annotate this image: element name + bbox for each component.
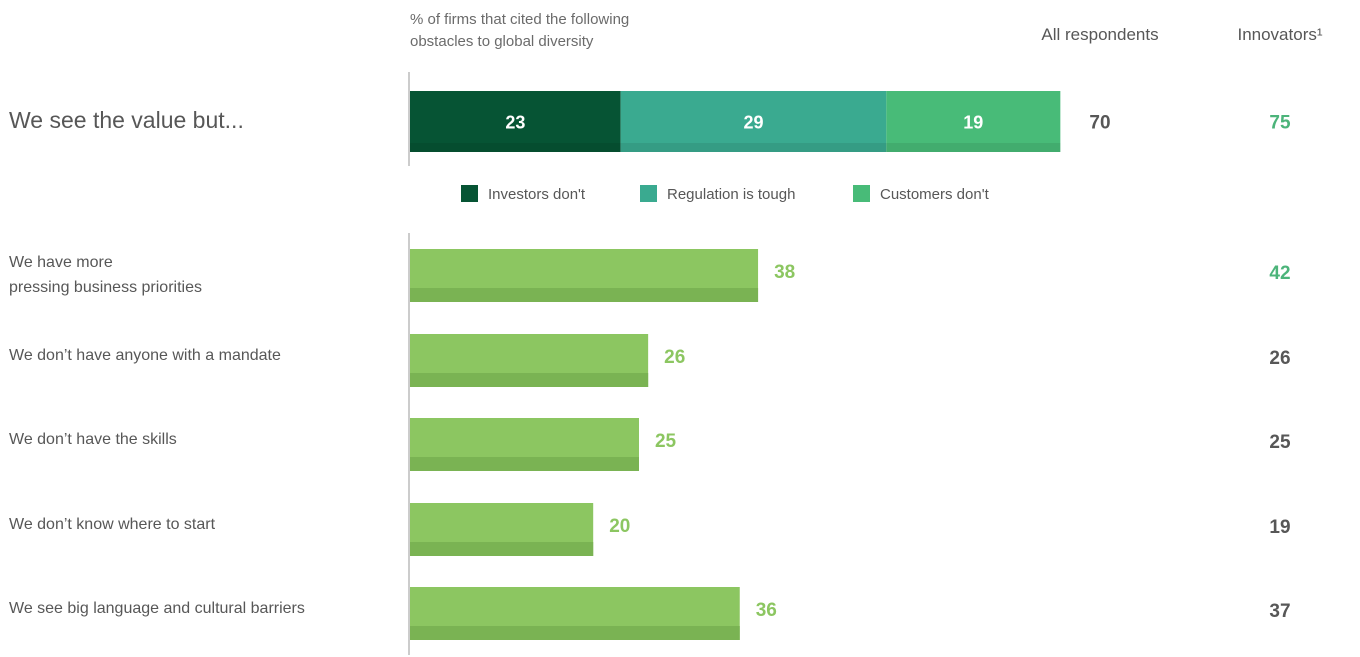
- stacked-segment-2: [620, 91, 887, 152]
- category-label-line: We don’t have anyone with a mandate: [9, 347, 281, 364]
- legend-swatch-1: [461, 185, 478, 202]
- innovators-value-3: 25: [1269, 432, 1291, 453]
- stacked-all-respondents-value: 70: [1089, 113, 1110, 134]
- stacked-segment-label-2: 29: [743, 113, 763, 133]
- bar-value-label-2: 26: [664, 347, 685, 368]
- stacked-segment-1: [410, 91, 621, 152]
- subtitle-line-2: obstacles to global diversity: [410, 33, 594, 50]
- legend-swatch-2: [640, 185, 657, 202]
- category-label-1: We have more pressing business priorities: [9, 254, 202, 296]
- bar-value-label-5: 36: [756, 600, 777, 621]
- chart-subtitle: % of firms that cited the following obst…: [410, 11, 629, 50]
- category-bars: 38 42 We have more pressing business priori…: [9, 249, 1291, 640]
- bar-value-label-3: 25: [655, 431, 677, 452]
- category-label-line: We have more: [9, 254, 113, 271]
- innovators-value-1: 42: [1269, 263, 1290, 284]
- bar-shadow-5: [410, 626, 740, 640]
- bar-shadow-1: [410, 288, 759, 302]
- category-label-line: pressing business priorities: [9, 279, 202, 296]
- stacked-segment-3: [886, 91, 1061, 152]
- stacked-innovators-value: 75: [1269, 113, 1291, 134]
- legend-label-1: Investors don't: [488, 186, 586, 203]
- legend-label-2: Regulation is tough: [667, 186, 795, 203]
- bar-shadow-3: [410, 457, 639, 471]
- bar-shadow-2: [410, 373, 649, 387]
- category-label-2: We don’t have anyone with a mandate: [9, 347, 281, 364]
- legend: Investors don't Regulation is tough Custom…: [461, 185, 990, 203]
- stacked-segment-label-1: 23: [505, 113, 525, 133]
- subtitle-line-1: % of firms that cited the following: [410, 11, 629, 28]
- stacked-segment-shadow-1: [410, 143, 621, 152]
- all-respondents-header: All respondents: [1041, 25, 1158, 44]
- category-label-line: We don’t know where to start: [9, 516, 216, 533]
- category-label-5: We see big language and cultural barrier…: [9, 600, 305, 617]
- innovators-header: Innovators¹: [1237, 25, 1322, 44]
- legend-item-2: Regulation is tough: [640, 185, 795, 203]
- bar-value-label-4: 20: [609, 516, 630, 537]
- stacked-segment-shadow-2: [620, 143, 887, 152]
- bar-value-label-1: 38: [774, 262, 795, 283]
- legend-item-1: Investors don't: [461, 185, 586, 203]
- legend-item-3: Customers don't: [853, 185, 990, 203]
- category-label-3: We don’t have the skills: [9, 431, 177, 448]
- stacked-segment-shadow-3: [886, 143, 1061, 152]
- innovators-value-4: 19: [1269, 517, 1290, 538]
- innovators-value-2: 26: [1269, 348, 1290, 369]
- category-label-line: We see big language and cultural barrier…: [9, 600, 305, 617]
- stacked-segment-label-3: 19: [963, 113, 983, 133]
- stacked-group-label: We see the value but...: [9, 107, 244, 133]
- stacked-bar: 23 29 19 70 75: [410, 91, 1291, 152]
- legend-swatch-3: [853, 185, 870, 202]
- category-label-line: We don’t have the skills: [9, 431, 177, 448]
- category-label-4: We don’t know where to start: [9, 516, 216, 533]
- innovators-value-5: 37: [1269, 601, 1290, 622]
- legend-label-3: Customers don't: [880, 186, 990, 203]
- bar-shadow-4: [410, 542, 594, 556]
